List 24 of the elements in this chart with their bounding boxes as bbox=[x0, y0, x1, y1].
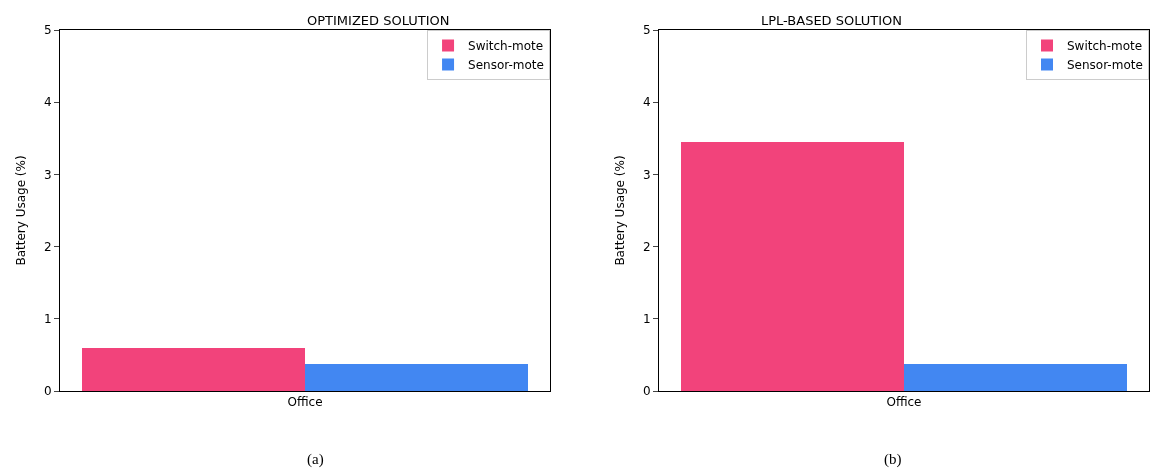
y-tick-label: 1 bbox=[642, 312, 651, 326]
chart-title: OPTIMIZED SOLUTION bbox=[307, 13, 450, 28]
text: (a) bbox=[307, 451, 324, 468]
legend-label: Sensor-mote bbox=[1067, 58, 1143, 73]
legend-label: Switch-mote bbox=[468, 39, 544, 54]
x-tick-label: Office bbox=[886, 395, 922, 410]
y-tick-label: 4 bbox=[642, 95, 651, 110]
y-tick-label: 1 bbox=[43, 312, 52, 326]
x-tick-label: Office bbox=[287, 395, 323, 410]
y-axis-title: Battery Usage (%) bbox=[613, 155, 628, 266]
y-tick-label: 5 bbox=[43, 23, 52, 38]
y-tick-label: 2 bbox=[43, 239, 52, 254]
y-tick-label: 0 bbox=[43, 384, 52, 399]
y-tick-label: 0 bbox=[642, 384, 651, 399]
text: (b) bbox=[884, 451, 902, 468]
y-tick-label: 4 bbox=[43, 95, 52, 110]
y-tick-label: 3 bbox=[43, 167, 52, 182]
y-tick-label: 2 bbox=[642, 239, 651, 254]
legend-label: Switch-mote bbox=[1067, 39, 1143, 54]
y-tick-label: 3 bbox=[642, 167, 651, 182]
chart-title: LPL-BASED SOLUTION bbox=[761, 13, 903, 28]
y-tick-label: 5 bbox=[642, 23, 651, 38]
legend-label: Sensor-mote bbox=[468, 58, 544, 73]
y-axis-title: Battery Usage (%) bbox=[14, 155, 29, 266]
